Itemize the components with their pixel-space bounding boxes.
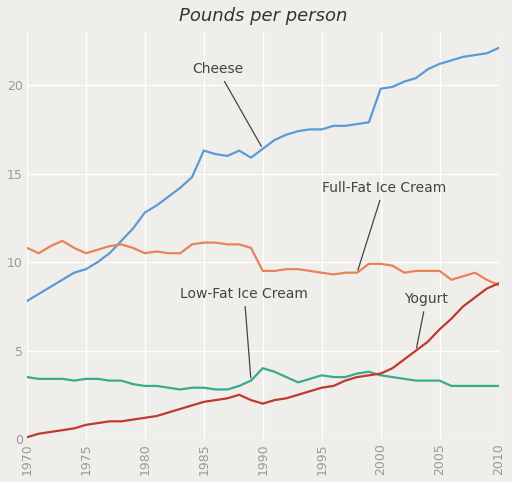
Text: Low-Fat Ice Cream: Low-Fat Ice Cream — [180, 287, 308, 378]
Text: Yogurt: Yogurt — [404, 292, 448, 348]
Text: Full-Fat Ice Cream: Full-Fat Ice Cream — [322, 181, 446, 270]
Text: Cheese: Cheese — [192, 62, 262, 147]
Title: Pounds per person: Pounds per person — [179, 7, 347, 25]
